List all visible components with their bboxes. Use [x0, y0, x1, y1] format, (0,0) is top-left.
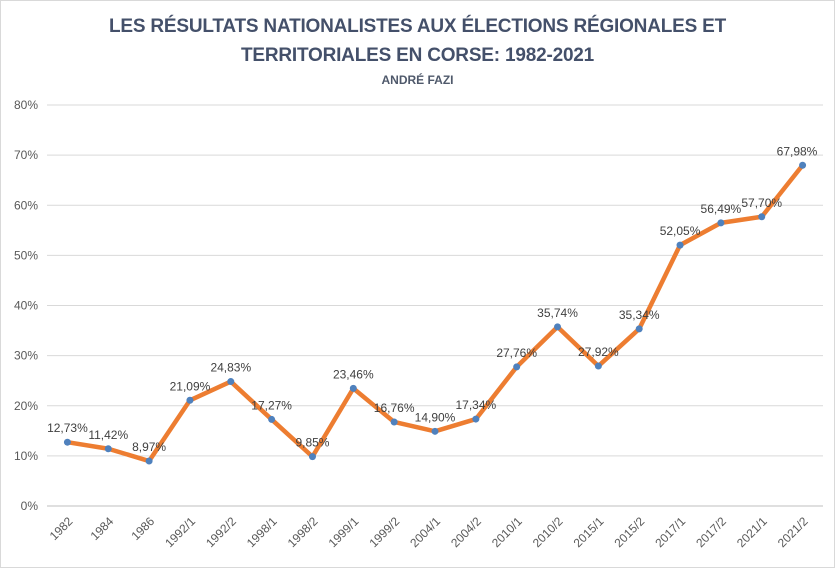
- x-tick-label: 1984: [88, 514, 117, 543]
- x-tick-label: 2017/2: [693, 514, 729, 550]
- data-point-label: 14,90%: [415, 410, 456, 424]
- data-point-marker: [717, 219, 725, 227]
- data-point-label: 16,76%: [374, 401, 415, 415]
- chart-title-line1: LES RÉSULTATS NATIONALISTES AUX ÉLECTION…: [108, 16, 727, 37]
- y-tick-label: 20%: [14, 399, 38, 413]
- data-point-marker: [472, 415, 480, 423]
- y-tick-label: 30%: [14, 349, 38, 363]
- x-tick-label: 1999/1: [326, 514, 362, 550]
- x-tick-label: 1992/2: [203, 514, 239, 550]
- y-tick-label: 70%: [14, 148, 38, 162]
- data-point-label: 52,05%: [660, 224, 701, 238]
- chart-title: LES RÉSULTATS NATIONALISTES AUX ÉLECTION…: [1, 12, 834, 70]
- data-point-label: 57,70%: [741, 196, 782, 210]
- y-tick-label: 50%: [14, 248, 38, 262]
- data-point-marker: [431, 427, 439, 435]
- x-tick-label: 2010/2: [530, 514, 566, 550]
- x-tick-label: 2021/1: [734, 514, 770, 550]
- data-point-label: 27,92%: [578, 345, 619, 359]
- x-tick-label: 1986: [128, 514, 157, 543]
- chart-subtitle: ANDRÉ FAZI: [381, 73, 454, 87]
- x-tick-label: 2015/2: [611, 514, 647, 550]
- data-point-marker: [513, 363, 521, 371]
- data-point-marker: [104, 445, 112, 453]
- y-tick-label: 40%: [14, 299, 38, 313]
- data-point-marker: [390, 418, 398, 426]
- x-tick-label: 1998/1: [244, 514, 280, 550]
- y-tick-label: 60%: [14, 198, 38, 212]
- data-point-marker: [268, 415, 276, 423]
- x-tick-label: 2021/2: [775, 514, 811, 550]
- x-tick-label: 1998/2: [285, 514, 321, 550]
- data-point-marker: [308, 453, 316, 461]
- chart-title-line2: TERRITORIALES EN CORSE: 1982-2021: [240, 45, 595, 66]
- data-point-marker: [349, 384, 357, 392]
- data-point-label: 8,97%: [132, 440, 166, 454]
- data-point-marker: [594, 362, 602, 370]
- y-tick-label: 80%: [14, 98, 38, 112]
- x-tick-label: 1982: [47, 514, 76, 543]
- data-point-marker: [676, 241, 684, 249]
- data-point-marker: [186, 396, 194, 404]
- data-point-marker: [227, 378, 235, 386]
- data-point-label: 56,49%: [701, 202, 742, 216]
- x-tick-label: 2004/2: [448, 514, 484, 550]
- data-point-label: 24,83%: [210, 361, 251, 375]
- data-point-marker: [799, 161, 807, 169]
- data-point-label: 17,27%: [251, 398, 292, 412]
- data-point-label: 35,34%: [619, 308, 660, 322]
- data-point-label: 35,74%: [537, 306, 578, 320]
- data-point-label: 17,34%: [455, 398, 496, 412]
- data-point-marker: [758, 213, 766, 221]
- data-point-label: 23,46%: [333, 367, 374, 381]
- x-tick-label: 1992/1: [162, 514, 198, 550]
- data-point-marker: [145, 457, 153, 465]
- data-point-label: 27,76%: [496, 346, 537, 360]
- data-point-marker: [554, 323, 562, 331]
- y-tick-label: 10%: [14, 449, 38, 463]
- data-point-marker: [635, 325, 643, 333]
- x-tick-label: 2015/1: [571, 514, 607, 550]
- y-tick-label: 0%: [21, 499, 39, 513]
- x-tick-label: 1999/2: [366, 514, 402, 550]
- data-point-label: 11,42%: [88, 428, 128, 442]
- data-point-label: 67,98%: [777, 144, 818, 158]
- x-tick-label: 2017/1: [652, 514, 688, 550]
- data-point-label: 9,85%: [295, 436, 329, 450]
- data-point-marker: [63, 438, 71, 446]
- x-tick-label: 2010/1: [489, 514, 525, 550]
- data-point-label: 12,73%: [47, 421, 88, 435]
- x-tick-label: 2004/1: [407, 514, 443, 550]
- data-point-label: 21,09%: [170, 379, 211, 393]
